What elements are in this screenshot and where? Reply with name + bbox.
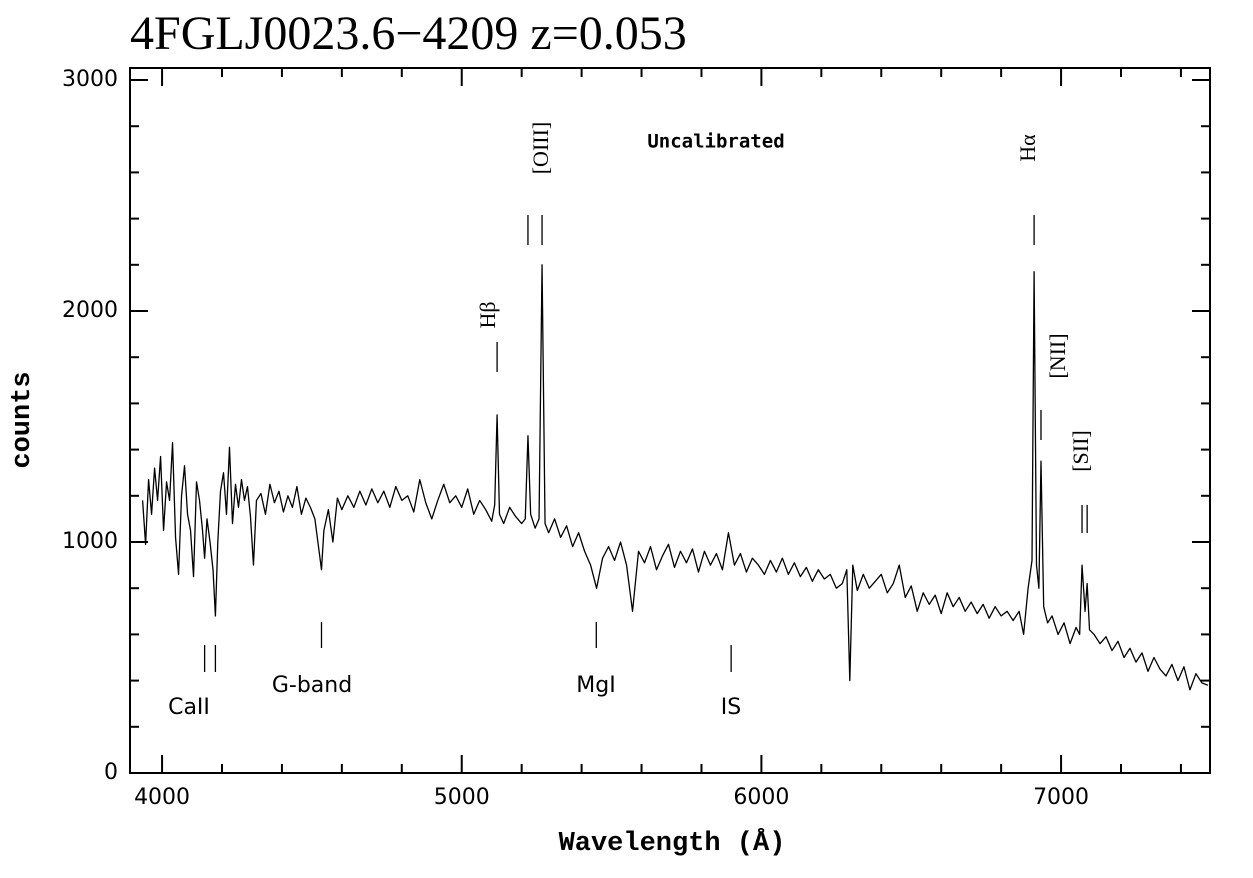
line-label: MgI [576, 673, 615, 698]
line-label: [SII] [1068, 430, 1093, 472]
note: Uncalibrated [647, 131, 784, 153]
x-tick-label: 7000 [1033, 785, 1089, 810]
x-tick-label: 5000 [434, 785, 490, 810]
line-label: G-band [272, 673, 352, 698]
y-axis-label: counts [8, 371, 38, 468]
x-tick-label: 4000 [134, 785, 190, 810]
x-axis-label: Wavelength (Å) [559, 827, 786, 859]
line-label: [NII] [1045, 333, 1070, 378]
y-tick-label: 1000 [62, 529, 118, 554]
line-label: Hβ [475, 301, 500, 328]
line-label: Hα [1015, 134, 1040, 162]
y-tick-label: 0 [104, 760, 118, 785]
chart-title: 4FGLJ0023.6−4209 z=0.053 [130, 7, 687, 60]
line-label: CaII [168, 695, 210, 720]
line-label: [OIII] [528, 122, 553, 175]
plot-frame [129, 67, 1211, 774]
y-tick-label: 2000 [62, 298, 118, 323]
spectrum-line [141, 264, 1209, 691]
x-tick-label: 6000 [733, 785, 789, 810]
line-label: IS [721, 695, 741, 720]
y-tick-label: 3000 [62, 67, 118, 92]
